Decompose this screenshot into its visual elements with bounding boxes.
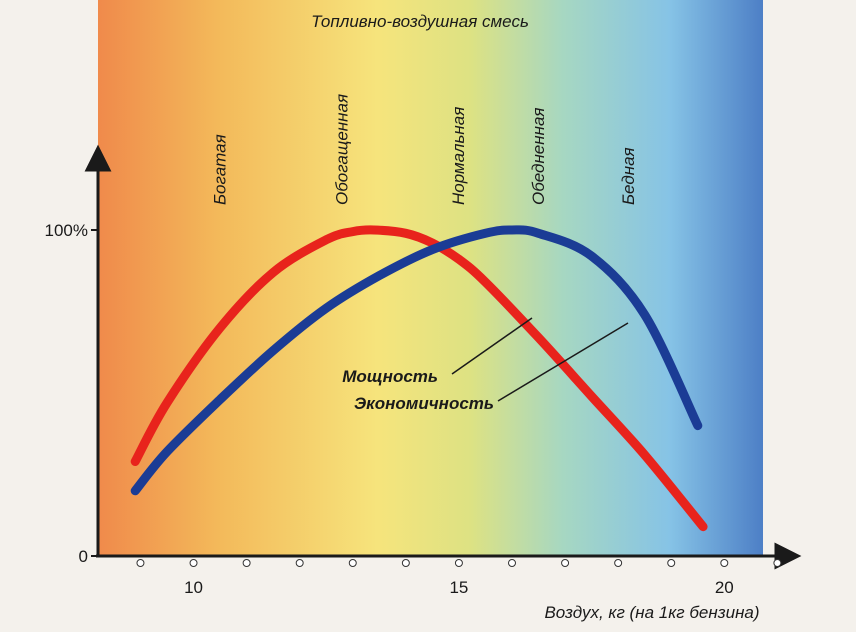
x-axis-label: Воздух, кг (на 1кг бензина) [544,603,759,622]
chart-title: Топливно-воздушная смесь [311,12,529,31]
x-tick-label-1: 15 [449,578,468,597]
x-tick-5 [401,559,410,567]
band-labels: Богатая Обогащенная Нормальная Обедненная Бе… [210,94,638,205]
band-label-4: Бедная [619,147,638,205]
series-annotations: Мощность Экономичность [342,317,629,413]
band-label-1: Обогащенная [332,94,351,205]
annotation-leader-1 [497,322,629,402]
x-tick-8 [561,559,570,567]
x-tick-4 [348,559,357,567]
annotation-leader-0 [451,317,533,375]
x-tick-12 [773,559,782,567]
x-tick-label-2: 20 [715,578,734,597]
x-tick-1 [189,559,198,567]
x-tick-2 [242,559,251,567]
x-tick-3 [295,559,304,567]
x-tick-0 [136,559,145,567]
right-margin [763,0,856,556]
band-label-3: Обедненная [529,107,548,205]
series-line-1 [130,225,703,496]
series-line-0 [130,225,708,532]
series-lines [130,225,708,532]
y-tick-labels: 0 100% [45,221,98,566]
x-tick-6 [454,559,463,567]
x-tick-7 [508,559,516,567]
annotation-label-1: Экономичность [354,394,494,413]
x-tick-9 [614,559,623,567]
y-tick-label-0: 0 [79,547,88,566]
annotation-label-0: Мощность [342,367,438,386]
band-label-2: Нормальная [449,107,468,205]
x-tick-10 [667,559,676,567]
x-tick-label-0: 10 [184,578,203,597]
x-tick-11 [720,559,729,567]
y-tick-label-1: 100% [45,221,88,240]
x-ticks [136,559,782,567]
band-label-0: Богатая [210,134,229,205]
x-tick-labels: 10 15 20 [184,578,734,597]
